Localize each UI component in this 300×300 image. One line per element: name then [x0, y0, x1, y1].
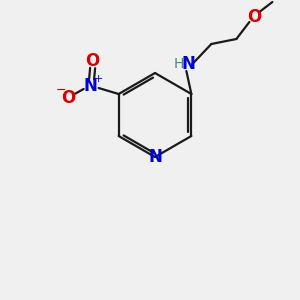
Text: +: + [94, 74, 103, 84]
Text: −: − [56, 83, 66, 97]
Text: N: N [182, 55, 195, 73]
Text: H: H [173, 57, 184, 71]
Text: O: O [247, 8, 262, 26]
Text: O: O [85, 52, 100, 70]
Text: N: N [84, 77, 98, 95]
Text: N: N [148, 148, 162, 166]
Text: O: O [61, 89, 76, 107]
